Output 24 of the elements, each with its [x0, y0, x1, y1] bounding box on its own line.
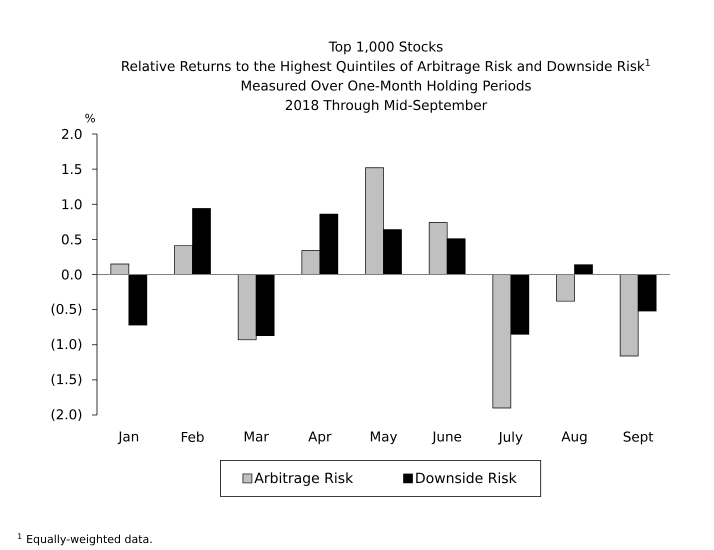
- y-tick-label: 1.0: [62, 199, 82, 210]
- y-tick-label: (0.5): [52, 304, 82, 316]
- text: $^{1}$ Equally-weighted data.: [18, 533, 152, 546]
- y-tick-label: (1.5): [52, 374, 82, 386]
- x-tick-label: Feb: [182, 432, 204, 442]
- y-axis-title: %: [85, 114, 95, 122]
- y-tick-label: (2.0): [52, 408, 82, 422]
- y-tick-label: (1.0): [52, 338, 82, 351]
- x-tick-label: June: [432, 432, 462, 444]
- y-tick-label: 0.5: [62, 234, 82, 244]
- legend-label: Downside Risk: [416, 472, 517, 484]
- x-tick-label: May: [370, 432, 398, 444]
- y-tick-label: 0.0: [62, 269, 82, 280]
- legend-label: Arbitrage Risk: [254, 472, 354, 486]
- x-tick-label: Sept: [624, 432, 654, 444]
- x-tick-label: Mar: [244, 432, 269, 442]
- x-tick-label: Jan: [118, 432, 138, 444]
- chart-title: Top 1,000 Stocks: [328, 41, 443, 54]
- text: Relative Returns to the Highest Quintiles of Arbitrage Risk and Downside Risk$^{1}$ Measured Over One-Month Holding Periods 2018 Through Mid-September: [122, 58, 650, 113]
- x-tick-label: July: [498, 432, 523, 445]
- y-tick-label: 2.0: [62, 128, 82, 140]
- x-tick-label: Aug: [561, 432, 586, 444]
- x-tick-label: Apr: [308, 432, 332, 444]
- y-tick-label: 1.5: [62, 164, 82, 174]
